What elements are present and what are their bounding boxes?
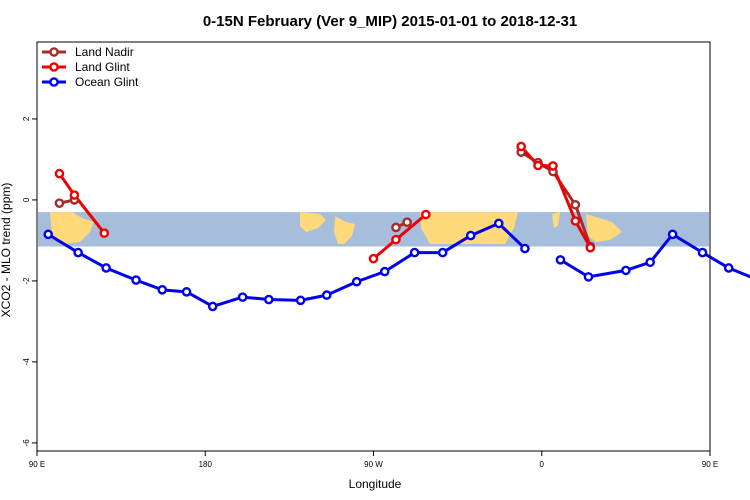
- data-point-ocean-glint: [264, 294, 274, 305]
- data-point-land-nadir: [570, 199, 581, 210]
- data-point-land-glint: [585, 242, 596, 253]
- data-point-ocean-glint: [409, 247, 420, 258]
- data-point-ocean-glint: [379, 266, 390, 277]
- data-point-ocean-glint: [73, 247, 83, 258]
- data-point-land-glint: [54, 168, 65, 179]
- data-point-ocean-glint: [621, 265, 631, 276]
- legend-marker-land-nadir: [49, 47, 59, 57]
- y-tick-label: -6: [22, 439, 31, 447]
- land-mass-5: [586, 214, 622, 242]
- data-point-ocean-glint: [237, 292, 248, 302]
- land-mass-3: [420, 212, 518, 244]
- chart-title: 0-15N February (Ver 9_MIP) 2015-01-01 to…: [203, 13, 577, 30]
- data-point-ocean-glint: [520, 243, 530, 254]
- land-mass-4: [552, 212, 560, 228]
- legend-label-land-nadir: Land Nadir: [75, 45, 134, 59]
- x-axis-label: Longitude: [349, 477, 402, 491]
- data-point-ocean-glint: [321, 290, 332, 300]
- data-point-ocean-glint: [207, 301, 218, 312]
- land-mass-2: [334, 216, 355, 244]
- data-point-ocean-glint: [43, 229, 54, 240]
- legend-label-land-glint: Land Glint: [75, 60, 130, 74]
- data-point-land-nadir: [402, 217, 412, 228]
- y-tick-label: -4: [22, 358, 31, 366]
- data-point-ocean-glint: [555, 255, 566, 265]
- series-line-ocean-glint: [559, 232, 750, 279]
- data-point-land-glint: [516, 141, 526, 152]
- data-point-ocean-glint: [295, 295, 306, 306]
- data-point-ocean-glint: [181, 287, 192, 297]
- data-point-land-glint: [391, 234, 401, 245]
- data-point-ocean-glint: [351, 276, 362, 287]
- data-point-land-glint: [421, 209, 431, 220]
- data-point-land-glint: [99, 228, 110, 238]
- series-line-ocean-glint: [47, 221, 526, 308]
- data-point-ocean-glint: [723, 263, 734, 273]
- data-point-land-glint: [368, 253, 379, 264]
- data-point-ocean-glint: [437, 247, 448, 258]
- legend-marker-land-glint: [49, 62, 59, 72]
- y-axis: -6 -4 -2 0 2: [22, 116, 37, 446]
- data-point-land-nadir: [54, 198, 65, 208]
- land-mass-1: [300, 212, 326, 232]
- data-point-ocean-glint: [645, 257, 655, 268]
- data-point-ocean-glint: [583, 272, 594, 282]
- x-tick-label: 90 W: [364, 460, 383, 469]
- data-point-ocean-glint: [493, 218, 504, 229]
- data-point-ocean-glint: [157, 285, 168, 295]
- data-point-land-glint: [548, 161, 558, 171]
- x-tick-label: 180: [199, 460, 213, 469]
- legend-label-ocean-glint: Ocean Glint: [75, 75, 139, 89]
- y-tick-label: -2: [22, 277, 31, 285]
- data-point-land-glint: [533, 160, 543, 171]
- data-point-ocean-glint: [101, 263, 111, 273]
- x-tick-label: 0: [540, 460, 545, 469]
- x-tick-label: 90 E: [702, 460, 718, 469]
- legend-marker-ocean-glint: [49, 77, 59, 87]
- data-point-ocean-glint: [131, 275, 141, 285]
- y-tick-label: 2: [22, 116, 31, 121]
- x-tick-label: 90 E: [29, 460, 45, 469]
- y-axis-label: XCO2 - MLO trend (ppm): [0, 183, 13, 318]
- y-tick-label: 0: [22, 197, 31, 202]
- data-point-land-glint: [69, 190, 80, 200]
- data-point-land-nadir: [391, 222, 401, 233]
- data-point-ocean-glint: [465, 230, 476, 241]
- land-mass-0: [50, 212, 94, 244]
- data-point-ocean-glint: [667, 229, 678, 240]
- data-point-ocean-glint: [697, 247, 708, 258]
- plot-area: [38, 141, 750, 312]
- data-point-land-glint: [570, 216, 581, 226]
